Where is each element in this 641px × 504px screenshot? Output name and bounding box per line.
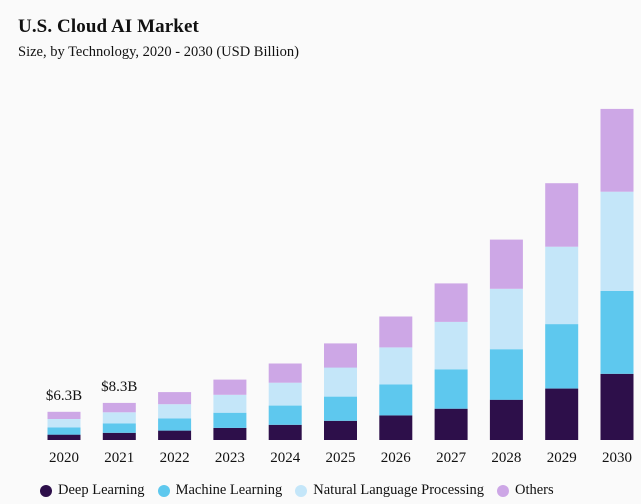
- x-tick-label-2026: 2026: [381, 450, 412, 466]
- data-label-2020: $6.3B: [46, 388, 82, 404]
- x-tick-label-2025: 2025: [326, 450, 356, 466]
- legend-item-deep-learning: Deep Learning: [40, 482, 145, 499]
- bar-segment-deep-learning-2024: [268, 424, 302, 440]
- bar-segment-machine-learning-2025: [324, 396, 357, 421]
- bar-segment-deep-learning-2029: [545, 388, 579, 440]
- bar-segment-machine-learning-2023: [213, 412, 247, 428]
- bar-segment-deep-learning-2028: [489, 399, 523, 440]
- bar-segment-natural-language-processing-2022: [158, 404, 192, 419]
- bar-segment-others-2025: [324, 343, 357, 368]
- x-tick-label-2027: 2027: [436, 450, 467, 466]
- bar-segment-others-2020: [47, 411, 81, 419]
- bar-segment-machine-learning-2024: [268, 405, 302, 425]
- bar-segment-natural-language-processing-2021: [102, 412, 136, 424]
- legend-swatch-deep-learning: [40, 484, 52, 497]
- x-tick-label-2030: 2030: [602, 450, 632, 466]
- bar-segment-natural-language-processing-2029: [545, 246, 579, 325]
- legend-item-others: Others: [497, 482, 554, 499]
- chart-subtitle: Size, by Technology, 2020 - 2030 (USD Bi…: [18, 44, 299, 60]
- bar-segment-machine-learning-2026: [379, 384, 413, 416]
- bar-segment-others-2023: [213, 379, 247, 395]
- chart-title: U.S. Cloud AI Market: [18, 16, 199, 37]
- stacked-bar-chart: 2020 $6.3B 2021 $8.3B 2022 2023 2024 2025 2026 20…: [46, 108, 634, 466]
- legend-item-machine-learning: Machine Learning: [157, 482, 283, 499]
- bar-segment-others-2026: [379, 316, 413, 348]
- legend-item-nlp: Natural Language Processing: [295, 482, 484, 499]
- bar-segment-deep-learning-2021: [102, 432, 136, 440]
- bar-segment-others-2021: [102, 402, 136, 413]
- bar-segment-others-2030: [600, 108, 634, 192]
- x-tick-label-2021: 2021: [104, 450, 134, 466]
- bar-segment-machine-learning-2028: [489, 349, 523, 400]
- bar-segment-machine-learning-2029: [545, 324, 579, 389]
- bar-segment-others-2022: [158, 392, 192, 405]
- legend-label-machine-learning: Machine Learning: [175, 482, 283, 498]
- x-tick-label-2024: 2024: [270, 450, 301, 466]
- legend-label-deep-learning: Deep Learning: [58, 482, 145, 498]
- bar-segment-others-2028: [489, 239, 523, 289]
- bar-segment-machine-learning-2027: [434, 369, 468, 409]
- x-tick-label-2028: 2028: [491, 450, 521, 466]
- bar-segment-natural-language-processing-2027: [434, 321, 468, 370]
- bar-segment-others-2024: [268, 363, 302, 383]
- legend-swatch-others: [497, 484, 509, 497]
- data-label-2021: $8.3B: [101, 379, 137, 395]
- bar-segment-natural-language-processing-2030: [600, 191, 634, 291]
- bar-segment-natural-language-processing-2023: [213, 394, 247, 413]
- bar-segment-natural-language-processing-2026: [379, 347, 413, 385]
- x-tick-label-2022: 2022: [160, 450, 190, 466]
- bar-segment-deep-learning-2027: [434, 408, 468, 440]
- bar-segment-deep-learning-2020: [47, 434, 81, 440]
- legend-swatch-nlp: [295, 484, 308, 497]
- x-tick-label-2023: 2023: [215, 450, 245, 466]
- bar-segment-natural-language-processing-2028: [489, 288, 523, 350]
- bar-segment-natural-language-processing-2024: [268, 382, 302, 406]
- legend-label-others: Others: [515, 482, 554, 498]
- bar-segment-deep-learning-2026: [379, 415, 413, 440]
- bar-segment-deep-learning-2025: [324, 420, 357, 440]
- chart-legend: Deep Learning Machine Learning Natural L…: [40, 482, 554, 499]
- bar-segment-machine-learning-2020: [47, 427, 81, 435]
- bar-segment-machine-learning-2021: [102, 423, 136, 433]
- bar-segment-others-2027: [434, 283, 468, 322]
- bar-segment-deep-learning-2022: [158, 430, 192, 440]
- bar-segment-natural-language-processing-2025: [324, 367, 357, 397]
- x-tick-label-2020: 2020: [49, 450, 79, 466]
- bar-segment-machine-learning-2022: [158, 418, 192, 431]
- legend-swatch-machine-learning: [157, 484, 170, 497]
- bar-segment-machine-learning-2030: [600, 291, 634, 374]
- legend-label-nlp: Natural Language Processing: [313, 482, 484, 498]
- bar-segment-natural-language-processing-2020: [47, 419, 81, 428]
- x-tick-label-2029: 2029: [547, 450, 577, 466]
- bar-segment-deep-learning-2030: [600, 373, 634, 440]
- bar-segment-others-2029: [545, 183, 579, 247]
- bar-segment-deep-learning-2023: [213, 427, 247, 440]
